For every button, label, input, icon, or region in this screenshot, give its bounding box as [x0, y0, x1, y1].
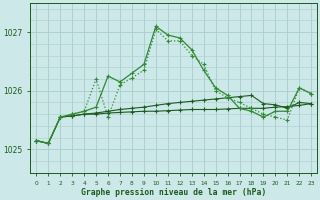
X-axis label: Graphe pression niveau de la mer (hPa): Graphe pression niveau de la mer (hPa)	[81, 188, 267, 197]
